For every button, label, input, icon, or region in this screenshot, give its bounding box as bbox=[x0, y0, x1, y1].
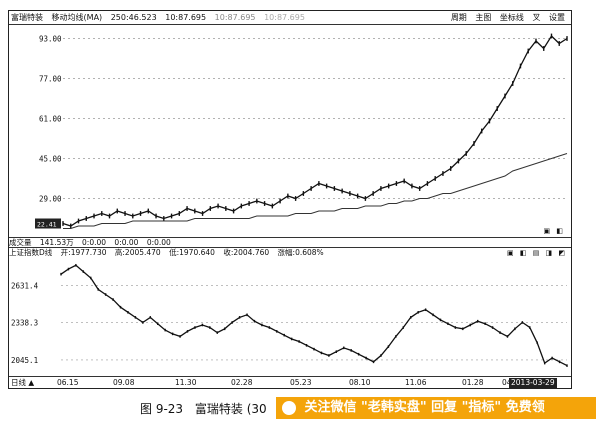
x-axis-label: 11.06 bbox=[405, 378, 427, 387]
volume-time-3: 0:0.00 bbox=[146, 238, 171, 247]
x-axis-label: 05.23 bbox=[290, 378, 312, 387]
watermark-text: 关注微信 "老韩实盘" 回复 "指标" 免费领 bbox=[304, 400, 545, 415]
x-axis-label: 01.28 bbox=[462, 378, 484, 387]
upper-controls[interactable]: ▣ ◧ bbox=[543, 227, 565, 235]
index-chart[interactable]: 2045.1 2338.3 2631.4 bbox=[9, 258, 571, 376]
ma-value-1: 250:46.523 bbox=[110, 13, 157, 22]
y-tick-label: 2338.3 bbox=[11, 319, 38, 328]
y-tick-label: 2631.4 bbox=[11, 281, 39, 290]
watermark-banner: 关注微信 "老韩实盘" 回复 "指标" 免费领 bbox=[276, 397, 596, 419]
ma-value-2: 10:87.695 bbox=[165, 13, 207, 22]
volume-time-1: 0:0.00 bbox=[82, 238, 107, 247]
x-axis: 日线 ▲ 06.15 09.08 11.30 02.28 05.23 08.10 11.06… bbox=[9, 376, 571, 389]
x-axis-date-highlight: 2013-03-29 bbox=[509, 378, 557, 388]
price-label-box bbox=[35, 218, 61, 229]
price-line bbox=[60, 264, 568, 367]
y-tick-label: 2045.1 bbox=[11, 356, 38, 365]
menu-settings[interactable]: 设置 bbox=[549, 13, 565, 22]
volume-value: 141.53万 bbox=[39, 238, 74, 247]
x-axis-prefix[interactable]: 日线 ▲ bbox=[11, 378, 35, 387]
x-axis-label: 06.15 bbox=[57, 378, 79, 387]
index-label: 上证指数D线 bbox=[9, 248, 53, 257]
index-header: 上证指数D线 开:1977.730 高:2005.470 低:1970.640 … bbox=[9, 247, 571, 258]
figure-caption: 图 9-23 富瑞特装 (30 bbox=[140, 400, 275, 417]
x-axis-label: 09.08 bbox=[113, 378, 135, 387]
price-chart[interactable]: 29.00 45.00 61.00 77.00 93.00 22.41 bbox=[9, 25, 571, 237]
index-close: 收:2004.760 bbox=[223, 248, 270, 257]
x-axis-label: 02.28 bbox=[231, 378, 253, 387]
volume-label: 成交量 bbox=[9, 238, 32, 247]
figure-title: 富瑞特装 (30 bbox=[194, 402, 267, 416]
figure-number: 图 9-23 bbox=[140, 402, 184, 416]
chart-window: 富瑞特装 移动均线(MA) 250:46.523 10:87.695 10:87… bbox=[8, 10, 572, 389]
wechat-logo-icon bbox=[282, 400, 296, 415]
y-tick-label: 77.00 bbox=[39, 75, 62, 84]
x-axis-label: 08.10 bbox=[349, 378, 371, 387]
index-low: 低:1970.640 bbox=[169, 248, 215, 257]
y-tick-label: 29.00 bbox=[39, 195, 62, 204]
y-tick-label: 61.00 bbox=[39, 115, 62, 124]
volume-header: 成交量 141.53万 0:0.00 0:0.00 0:0.00 bbox=[9, 237, 571, 248]
ma-value-4: 10:87.695 bbox=[264, 13, 305, 22]
index-change: 涨幅:0.608% bbox=[277, 248, 324, 257]
x-axis-label: 04 bbox=[502, 378, 512, 387]
index-controls[interactable]: ▣ ◧ ▤ ◨ ◩ bbox=[507, 249, 567, 257]
volume-time-2: 0:0.00 bbox=[114, 238, 139, 247]
price-label: 22.41 bbox=[37, 221, 57, 229]
menu-main-chart[interactable]: 主图 bbox=[475, 13, 492, 22]
menu-period[interactable]: 周期 bbox=[450, 13, 467, 22]
y-tick-label: 93.00 bbox=[39, 35, 62, 44]
menu-cross[interactable]: 叉 bbox=[532, 13, 541, 22]
stock-name: 富瑞特装 bbox=[11, 13, 43, 22]
x-axis-label: 11.30 bbox=[175, 378, 197, 387]
y-tick-label: 45.00 bbox=[39, 155, 62, 164]
index-high: 高:2005.470 bbox=[114, 248, 161, 257]
indicator-name[interactable]: 移动均线(MA) bbox=[51, 13, 103, 22]
menu-axis-line[interactable]: 坐标线 bbox=[499, 13, 524, 22]
ma250-line bbox=[63, 153, 568, 229]
index-open: 开:1977.730 bbox=[60, 248, 107, 257]
main-chart-header: 富瑞特装 移动均线(MA) 250:46.523 10:87.695 10:87… bbox=[9, 11, 571, 25]
price-line bbox=[62, 34, 568, 227]
ma-value-3: 10:87.695 bbox=[214, 13, 256, 22]
